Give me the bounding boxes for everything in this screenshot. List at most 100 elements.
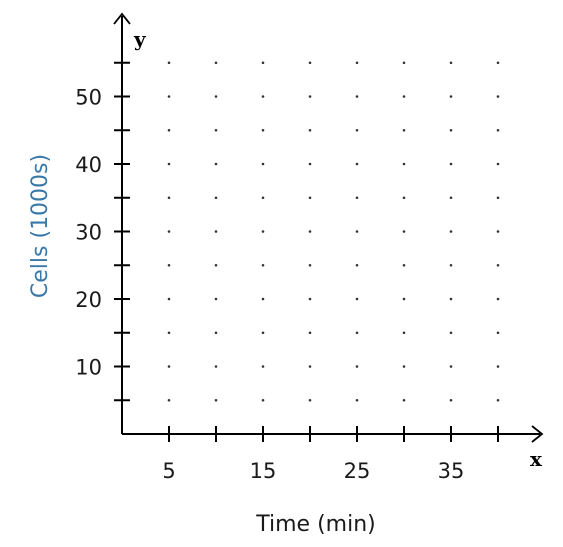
grid-dot	[402, 128, 406, 132]
grid-dot	[167, 162, 171, 166]
x-tick-label: 15	[250, 459, 277, 483]
x-axis-letter: x	[530, 447, 543, 471]
grid-dot	[308, 162, 312, 166]
y-tick-label: 50	[75, 86, 102, 110]
grid-dot	[308, 95, 312, 98]
grid-dot	[261, 331, 265, 335]
grid-dot	[402, 61, 406, 65]
grid-dot	[355, 297, 359, 301]
grid-dot	[496, 230, 500, 233]
grid-dot	[496, 263, 500, 267]
x-axis-arrowhead	[531, 425, 544, 443]
grid-dot	[261, 263, 265, 267]
grid-dot	[402, 196, 406, 200]
grid-dot	[449, 365, 453, 368]
grid-dot	[355, 196, 359, 200]
grid-dot	[449, 230, 453, 233]
x-tick-label: 35	[438, 459, 465, 483]
grid-dot	[449, 162, 453, 166]
grid-dot	[261, 297, 265, 301]
grid-dot	[167, 61, 171, 65]
grid-dot	[355, 128, 359, 132]
grid-dot	[402, 297, 406, 301]
grid-dot	[214, 331, 218, 335]
grid-dot	[308, 365, 312, 368]
grid-dot	[449, 263, 453, 267]
grid-dot	[261, 196, 265, 200]
grid-dot	[402, 263, 406, 267]
grid-dot	[449, 331, 453, 335]
grid-dot	[402, 331, 406, 335]
grid-dot	[496, 61, 500, 65]
grid-dot	[167, 297, 171, 301]
grid-dot	[355, 263, 359, 267]
y-axis-title: Cells (1000s)	[28, 154, 53, 298]
axes	[113, 12, 544, 443]
grid-dot	[449, 297, 453, 301]
grid-dot	[214, 263, 218, 267]
grid-dot	[449, 398, 453, 402]
x-tick-label: 5	[162, 459, 175, 483]
grid-dot	[449, 128, 453, 132]
grid-dot	[308, 61, 312, 65]
grid-dot	[496, 162, 500, 166]
grid-dot	[496, 297, 500, 301]
grid-dot	[496, 398, 500, 402]
grid-dot	[496, 95, 500, 98]
grid-dot	[449, 95, 453, 98]
grid-dot	[308, 128, 312, 132]
grid-dot	[214, 398, 218, 402]
grid-dot	[167, 128, 171, 132]
grid-dot	[355, 230, 359, 233]
grid-dot	[167, 331, 171, 335]
x-tick-label: 25	[344, 459, 371, 483]
grid-dot	[308, 196, 312, 200]
grid-dot	[308, 230, 312, 233]
grid-dot	[308, 263, 312, 267]
y-tick-label: 30	[75, 221, 102, 245]
tick-labels: 5 15 25 35 10 20 30 40 50	[75, 86, 464, 484]
y-tick-label: 20	[75, 288, 102, 312]
grid-dot	[167, 365, 171, 368]
grid-dot	[261, 61, 265, 65]
grid-dot	[355, 61, 359, 65]
grid-dot	[167, 196, 171, 200]
grid-dot	[355, 162, 359, 166]
grid-dot	[308, 331, 312, 335]
grid-dot	[214, 162, 218, 166]
grid-dot	[167, 95, 171, 98]
grid-dot	[496, 365, 500, 368]
grid-dot	[214, 365, 218, 368]
y-axis-letter: y	[133, 27, 147, 51]
grid-dot	[402, 95, 406, 98]
grid-dot	[355, 398, 359, 402]
grid-dot	[167, 230, 171, 233]
grid-dot	[261, 230, 265, 233]
y-axis-arrowhead	[113, 12, 131, 25]
x-axis-title: Time (min)	[255, 512, 376, 537]
grid-dot	[449, 196, 453, 200]
grid-dot	[496, 196, 500, 200]
grid-dot	[214, 95, 218, 98]
grid-dot	[261, 398, 265, 402]
grid-dot	[355, 95, 359, 98]
grid-dot	[496, 128, 500, 132]
grid-dot	[167, 263, 171, 267]
grid-dot	[496, 331, 500, 335]
grid-dot	[402, 162, 406, 166]
grid-dot	[402, 230, 406, 233]
tick-marks	[114, 61, 499, 442]
grid-dot	[308, 398, 312, 402]
grid-dot	[214, 61, 218, 65]
grid-dot	[261, 162, 265, 166]
grid-dot	[449, 61, 453, 65]
grid-dot	[261, 365, 265, 368]
grid-dot	[214, 297, 218, 301]
grid-dot	[402, 398, 406, 402]
grid-dot	[355, 331, 359, 335]
grid-dot	[214, 230, 218, 233]
grid-dot	[167, 398, 171, 402]
grid-dots	[167, 61, 500, 402]
